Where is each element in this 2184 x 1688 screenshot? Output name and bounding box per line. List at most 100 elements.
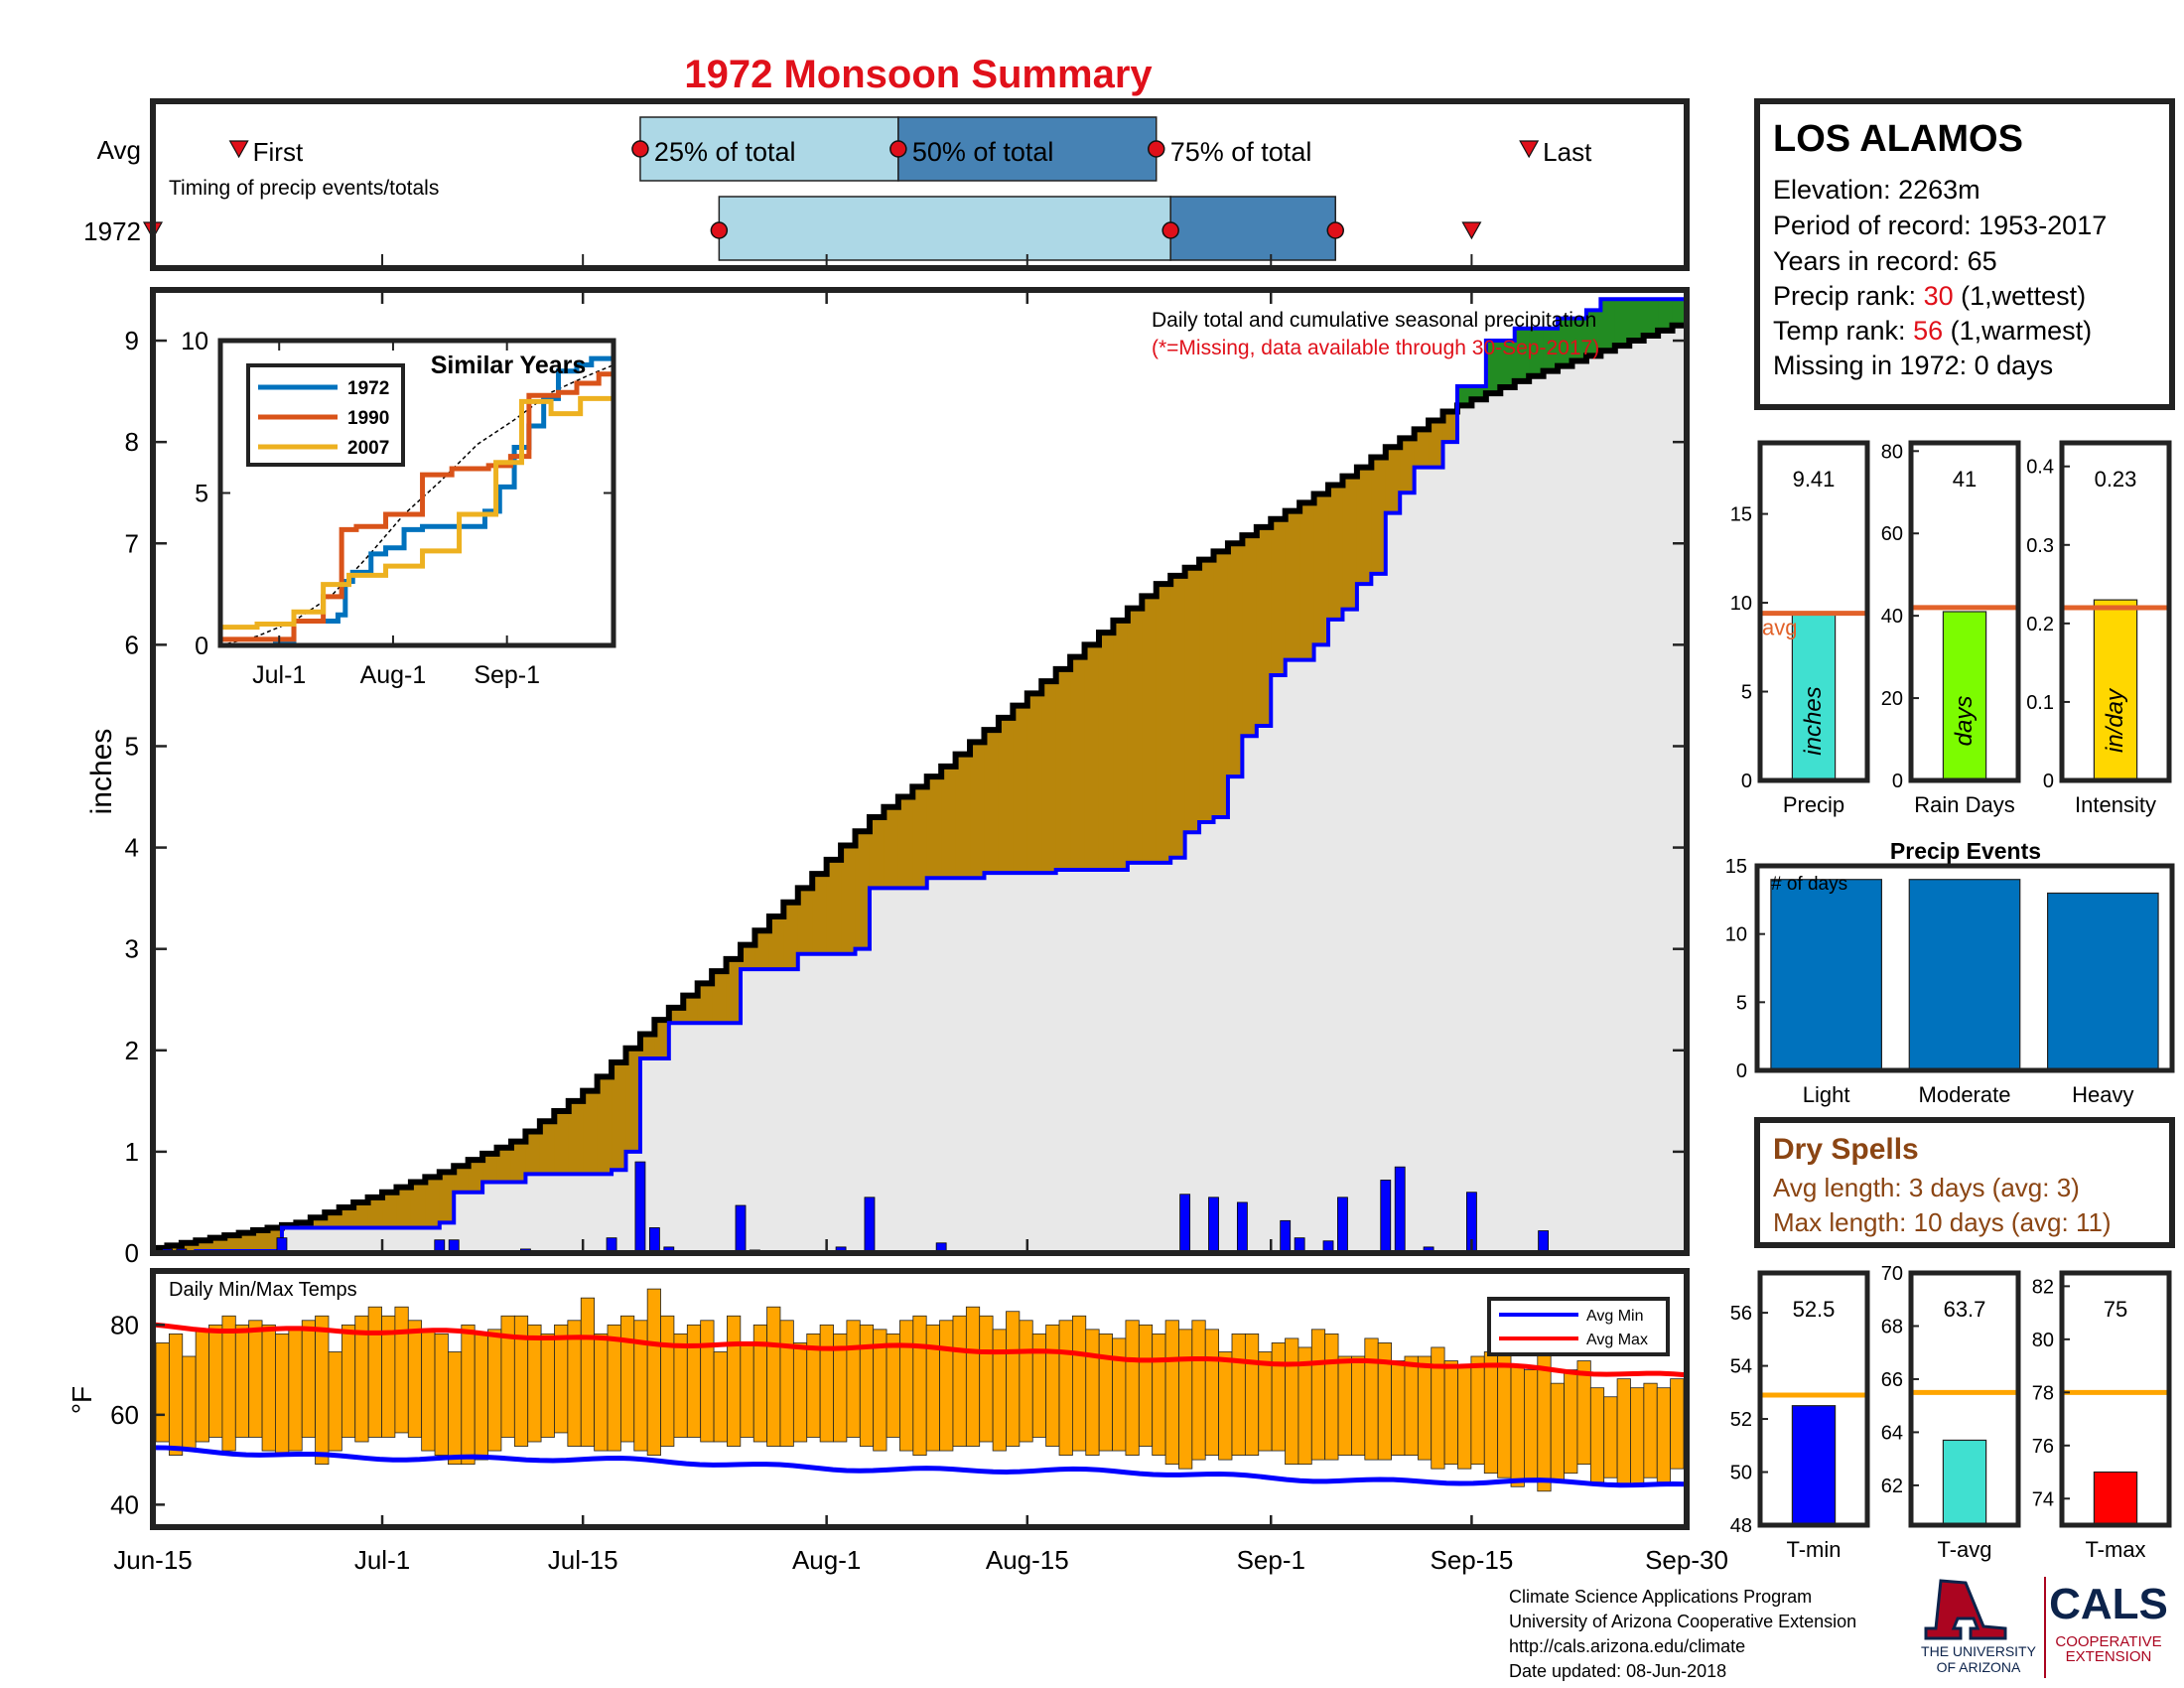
- daily-temp-bar: [1524, 1369, 1539, 1483]
- precip-events-chart: Precip Events Light Moderate Heavy 0 5 10 15 #…: [1725, 838, 2175, 1107]
- daily-temp-bar: [474, 1333, 488, 1461]
- main-y-axis-label: inches: [85, 729, 118, 815]
- years-value: 65: [1968, 246, 1997, 276]
- daily-temp-bar: [819, 1324, 834, 1443]
- panel-value-T-avg: 63.7: [1944, 1297, 1986, 1322]
- daily-temp-bar: [779, 1320, 794, 1447]
- daily-temp-bar: [221, 1315, 236, 1452]
- daily-temp-bar: [1019, 1320, 1033, 1443]
- below-avg-fill: [482, 1153, 498, 1183]
- daily-temp-bar: [195, 1329, 209, 1443]
- below-avg-fill: [224, 1235, 240, 1251]
- daily-precip-bar: [648, 1227, 660, 1254]
- above-avg-fill: [1514, 328, 1530, 381]
- panel-bar-Rain Days: [1942, 611, 1987, 781]
- precip-totals-panels: 9.41 Precip 0 5 10 15 inches avg 41 Rain Days 0 20 4…: [1730, 440, 2172, 817]
- daily-temp-bar: [686, 1324, 702, 1438]
- panel-y-tick-label: 48: [1730, 1515, 1752, 1537]
- footer-line-3: http://cals.arizona.edu/climate: [1509, 1636, 1745, 1656]
- timing-50-label: 50% of total: [912, 137, 1054, 167]
- daily-temp-bar: [1404, 1355, 1419, 1456]
- panel-unit-Intensity: in/day: [2102, 687, 2128, 753]
- avg-max-line: [152, 1322, 1688, 1378]
- daily-temp-bar: [594, 1333, 609, 1452]
- inset-legend-label-1972: 1972: [347, 378, 389, 399]
- panel-frame-1: [1908, 1270, 2021, 1528]
- missing-label: Missing in 1972:: [1773, 351, 1975, 380]
- station-name: LOS ALAMOS: [1773, 118, 2023, 160]
- inset-title: Similar Years: [431, 352, 587, 379]
- panel-y-tick-label: 54: [1730, 1356, 1752, 1378]
- above-avg-fill: [1543, 328, 1559, 371]
- dry-spells-max-length: Max length: 10 days (avg: 11): [1773, 1207, 2112, 1237]
- below-avg-fill: [1070, 656, 1086, 871]
- panel-y-tick-label: 20: [1881, 688, 1903, 710]
- temps-y-tick-label: 40: [110, 1489, 139, 1519]
- years-label: Years in record:: [1773, 246, 1968, 276]
- above-avg-fill: [1672, 299, 1688, 326]
- panel-value-Precip: 9.41: [1793, 467, 1836, 492]
- main-chart-frame: [150, 287, 1690, 1256]
- daily-temp-bar: [527, 1324, 542, 1443]
- x-axis-tick-label: Sep-1: [1237, 1545, 1305, 1575]
- panel-y-tick-label: 56: [1730, 1303, 1752, 1325]
- panel-y-tick-label: 0: [2043, 771, 2054, 792]
- events-title: Precip Events: [1890, 838, 2041, 864]
- above-avg-fill: [1658, 299, 1674, 331]
- temps-y-tick-label: 80: [110, 1310, 139, 1339]
- panel-name-T-max: T-max: [2085, 1537, 2145, 1562]
- panel-y-tick-label: 0.4: [2026, 457, 2054, 479]
- daily-temp-bar: [1045, 1324, 1060, 1447]
- above-avg-fill: [1571, 318, 1587, 361]
- below-avg-fill: [525, 1131, 541, 1175]
- daily-temp-bar: [1058, 1320, 1073, 1456]
- below-avg-fill: [597, 1076, 613, 1175]
- main-y-tick-label: 4: [125, 833, 139, 863]
- below-avg-fill: [310, 1217, 326, 1228]
- panel-y-tick-label: 64: [1881, 1422, 1903, 1444]
- footer-line-1: Climate Science Applications Program: [1509, 1587, 1812, 1607]
- daily-temp-bar: [1285, 1337, 1299, 1466]
- daily-temp-bar: [1310, 1329, 1326, 1461]
- below-avg-fill: [855, 831, 871, 949]
- below-avg-fill: [841, 845, 857, 954]
- x-axis-tick-label: Jul-15: [548, 1545, 618, 1575]
- daily-temp-bar: [168, 1333, 184, 1456]
- temp-rank-label: Temp rank:: [1773, 316, 1913, 346]
- below-avg-fill: [897, 796, 913, 889]
- below-avg-fill: [396, 1187, 412, 1228]
- temp-rank-line: Temp rank: 56 (1,warmest): [1773, 316, 2092, 346]
- below-avg-fill: [955, 754, 971, 879]
- daily-temp-bar: [421, 1329, 436, 1452]
- daily-temp-bar: [979, 1315, 994, 1443]
- daily-temp-bar: [1098, 1333, 1113, 1452]
- daily-temp-bar: [407, 1320, 423, 1438]
- panel-name-Precip: Precip: [1783, 792, 1844, 817]
- below-avg-fill: [325, 1212, 341, 1228]
- below-avg-fill: [196, 1240, 211, 1251]
- below-avg-fill: [884, 806, 899, 889]
- below-avg-fill: [1313, 493, 1329, 645]
- above-avg-fill: [1500, 341, 1516, 388]
- daily-temp-bar: [1564, 1369, 1578, 1475]
- cals-line-2: EXTENSION: [2066, 1648, 2152, 1665]
- timing-avg-first-marker: [228, 140, 249, 159]
- main-y-tick-label: 1: [125, 1137, 139, 1167]
- daily-temp-bar: [315, 1315, 330, 1466]
- below-avg-fill: [510, 1141, 527, 1183]
- below-avg-fill: [1442, 411, 1458, 443]
- daily-temp-bar: [992, 1329, 1007, 1452]
- daily-temp-bar: [766, 1306, 781, 1447]
- below-avg-fill: [1256, 526, 1272, 727]
- footer-credits: Climate Science Applications Program Uni…: [1509, 1587, 1856, 1681]
- below-avg-fill: [1356, 467, 1372, 585]
- daily-temp-bar: [1589, 1387, 1605, 1483]
- below-avg-fill: [1271, 518, 1287, 675]
- temps-frame: [150, 1268, 1690, 1530]
- daily-temp-bar: [899, 1320, 914, 1452]
- daily-precip-bar: [1380, 1180, 1392, 1254]
- panel-y-tick-label: 0.3: [2026, 535, 2054, 557]
- below-avg-fill: [869, 816, 886, 889]
- missing-value: 0 days: [1975, 351, 2054, 380]
